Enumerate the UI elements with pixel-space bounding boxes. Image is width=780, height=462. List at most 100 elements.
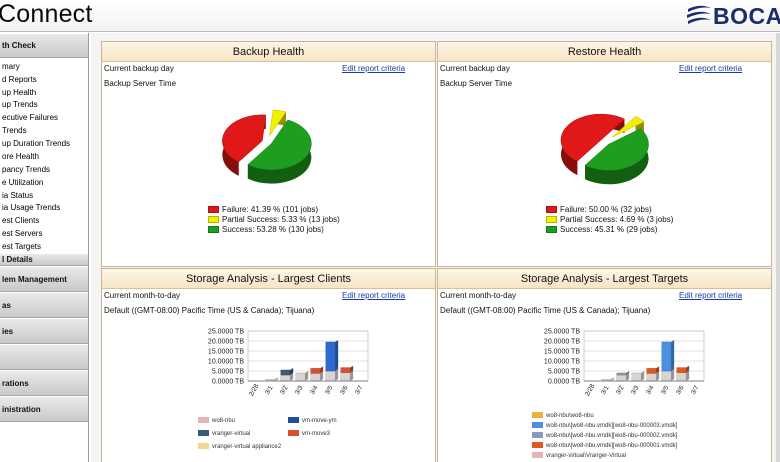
vertical-scrollbar[interactable] [776, 33, 780, 462]
legend-failure: Failure: 50.00 % (32 jobs) [546, 205, 652, 215]
bar-segment [661, 341, 672, 372]
sidebar-item-media-status[interactable]: ia Status [2, 191, 34, 200]
sidebar-section-policies[interactable]: ies [0, 318, 88, 344]
legend-item: vranger-virtual appliance2 [198, 443, 281, 452]
edit-report-criteria-link[interactable]: Edit report criteria [679, 64, 743, 73]
pie-slice-failure [560, 113, 625, 162]
sidebar-item-largest-clients[interactable]: est Clients [2, 216, 40, 225]
legend-swatch [532, 452, 543, 458]
legend-swatch [546, 216, 557, 223]
legend-partial-success: Partial Success: 5.33 % (13 jobs) [208, 215, 340, 225]
sidebar-item-backup-health[interactable]: up Health [2, 88, 37, 97]
x-tick-label: 3/3 [294, 384, 305, 396]
legend-swatch [208, 216, 219, 223]
bar-segment-side [320, 366, 324, 374]
x-tick-label: 3/7 [690, 384, 701, 396]
timezone-label: Default ((GMT-08:00) Pacific Time (US & … [440, 306, 651, 315]
legend-label: wo8-nbu\[wo8-nbu.vmdk][wo8-nbu-000001.vm… [546, 443, 678, 449]
y-tick-label: 15.0000 TB [208, 349, 244, 356]
legend-label: Partial Success: 4.69 % (3 jobs) [560, 215, 674, 224]
legend-label: Failure: 50.00 % (32 jobs) [560, 205, 652, 214]
bar-segment [676, 372, 687, 382]
sidebar-section-blank[interactable] [0, 344, 88, 370]
legend-label: vm-move-ym [302, 418, 337, 424]
period-label: Current month-to-day [104, 291, 181, 300]
y-tick-label: 0.0000 TB [212, 379, 245, 386]
largest-targets-bar-chart: 25.0000 TB 20.0000 TB 15.0000 TB 10.0000 TB… [544, 329, 705, 398]
legend-label: vranger-virtual [212, 431, 251, 437]
legend-item: vm-move-ym [288, 417, 337, 426]
sidebar-item-trends[interactable]: Trends [2, 126, 27, 135]
legend-swatch [198, 417, 209, 423]
legend-item: vranger-virtual [198, 430, 250, 439]
legend-swatch [288, 430, 299, 436]
bar-segment-side [350, 370, 354, 381]
sidebar-section-health-check[interactable]: th Check [0, 33, 88, 58]
x-tick-label: 3/6 [339, 384, 350, 396]
sidebar-item-media-usage-trends[interactable]: ia Usage Trends [2, 203, 61, 212]
legend-label: wo8-nbu\[wo8-nbu.vmdk][wo8-nbu-000003.vm… [546, 423, 678, 429]
backup-health-pie-chart [222, 109, 312, 184]
x-tick-label: 3/7 [354, 384, 365, 396]
pie-slice-partial-success [269, 109, 287, 136]
legend-partial-success: Partial Success: 4.69 % (3 jobs) [546, 215, 673, 225]
y-tick-label: 5.0000 TB [548, 369, 581, 376]
edit-report-criteria-link[interactable]: Edit report criteria [679, 291, 743, 300]
x-tick-label: 3/5 [324, 384, 335, 396]
sidebar-item-consecutive-failures[interactable]: ecutive Failures [2, 113, 59, 122]
sidebar-item-backup-trends[interactable]: up Trends [2, 100, 38, 109]
bar-segment-side [671, 369, 675, 381]
sidebar-item-largest-servers[interactable]: est Servers [2, 229, 43, 238]
bar-segment [646, 373, 657, 382]
y-tick-label: 20.0000 TB [544, 339, 580, 346]
pie-slice-success [584, 128, 649, 171]
bar-segment-side [335, 369, 339, 381]
legend-label: wo8-nbu\wo8-nbu [546, 413, 594, 419]
legend-item: vm-move3 [288, 430, 330, 439]
legend-failure: Failure: 41.39 % (101 jobs) [208, 205, 318, 215]
sidebar-item-restore-health[interactable]: ore Health [2, 152, 39, 161]
bar-segment-side [275, 377, 279, 381]
edit-report-criteria-link[interactable]: Edit report criteria [342, 291, 406, 300]
sidebar-section-alerts[interactable]: as [0, 292, 88, 318]
period-label: Current backup day [104, 64, 174, 73]
pie-slice-failure [222, 114, 267, 163]
sidebar-item-summary[interactable]: mary [2, 62, 20, 71]
bar-segment-side [611, 377, 615, 381]
sidebar-item-occupancy-trends[interactable]: pancy Trends [2, 165, 51, 174]
legend-label: wo8-nbu\[wo8-nbu.vmdk][wo8-nbu-000002.vm… [546, 433, 678, 439]
y-tick-label: 10.0000 TB [544, 359, 580, 366]
bar-segment-side [626, 371, 630, 375]
app-header: Connect BOCA [0, 0, 780, 32]
dashboard-main: Backup Health Current backup day Edit re… [91, 33, 780, 462]
bar-segment [280, 374, 291, 382]
sidebar-item-utilization[interactable]: e Utilization [2, 178, 44, 187]
bar-segment [310, 368, 321, 374]
x-tick-label: 3/2 [615, 384, 626, 396]
legend-swatch [208, 226, 219, 233]
legend-label: vranger-virtual\Vranger-Virtual [546, 453, 627, 459]
y-tick-label: 25.0000 TB [544, 329, 580, 336]
edit-report-criteria-link[interactable]: Edit report criteria [342, 64, 406, 73]
largest-clients-panel: Storage Analysis - Largest Clients Curre… [101, 268, 436, 462]
y-tick-label: 25.0000 TB [208, 329, 244, 336]
backup-health-panel: Backup Health Current backup day Edit re… [101, 41, 436, 267]
bar-segment-side [320, 371, 324, 381]
legend-label: Success: 53.28 % (130 jobs) [222, 225, 324, 234]
bar-segment-side [641, 371, 645, 381]
panel-title: Backup Health [102, 42, 435, 62]
sidebar-section-administration[interactable]: inistration [0, 396, 88, 422]
sidebar-section-configurations[interactable]: rations [0, 370, 88, 396]
timezone-label: Default ((GMT-08:00) Pacific Time (US & … [104, 306, 315, 315]
x-tick-label: 2/28 [584, 383, 597, 398]
sidebar-item-backup-duration-trends[interactable]: up Duration Trends [2, 139, 71, 148]
sidebar-item-failed-reports[interactable]: d Reports [2, 75, 37, 84]
restore-health-pie-chart [560, 113, 649, 185]
bar-segment-side [686, 365, 690, 373]
legend-label: Success: 45.31 % (29 jobs) [560, 225, 658, 234]
sidebar-section-details[interactable]: l Details [0, 253, 88, 266]
x-tick-label: 3/4 [309, 384, 320, 396]
sidebar-item-largest-targets[interactable]: est Targets [2, 242, 41, 251]
sidebar-section-problem-management[interactable]: lem Management [0, 266, 88, 292]
